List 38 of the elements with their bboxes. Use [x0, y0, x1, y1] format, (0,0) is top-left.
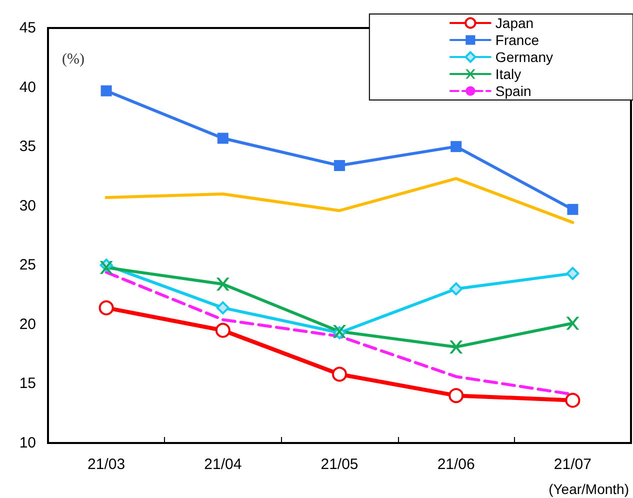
legend-label: Italy: [495, 66, 522, 82]
line-series: [104, 177, 574, 224]
y-tick-label: 40: [19, 78, 36, 96]
point: [216, 278, 230, 291]
point: [216, 301, 230, 314]
point: [98, 300, 114, 316]
point: [567, 204, 578, 215]
y-tick-label: 35: [19, 138, 36, 156]
x-tick-label: 21/04: [204, 456, 242, 473]
point: [566, 266, 580, 280]
legend-label: Spain: [495, 83, 532, 99]
point: [332, 366, 347, 382]
point: [100, 261, 113, 274]
point: [565, 392, 580, 408]
legend-label: Japan: [495, 15, 534, 31]
point: [215, 322, 230, 338]
y-tick-label: 30: [19, 197, 36, 214]
y-tick-label: 10: [19, 434, 36, 452]
point: [450, 340, 463, 354]
x-tick-label: 21/07: [554, 456, 592, 473]
y-tick-label: 25: [19, 256, 36, 274]
y-tick-label: 20: [19, 316, 36, 333]
x-tick-label: 21/06: [437, 456, 475, 473]
point: [450, 141, 462, 152]
point: [217, 132, 228, 144]
point: [566, 316, 580, 330]
y-axis-title: (%): [62, 52, 84, 68]
legend-label: France: [495, 32, 540, 48]
legend-label: Germany: [495, 49, 554, 65]
point: [334, 160, 345, 172]
point: [450, 282, 463, 296]
x-axis-title: (Year/Month): [548, 481, 630, 497]
y-tick-label: 45: [19, 20, 36, 36]
x-tick-label: 21/05: [320, 456, 358, 473]
point: [100, 85, 112, 96]
point: [448, 388, 464, 404]
x-tick-label: 21/03: [88, 456, 126, 473]
y-tick-label: 15: [19, 375, 36, 392]
